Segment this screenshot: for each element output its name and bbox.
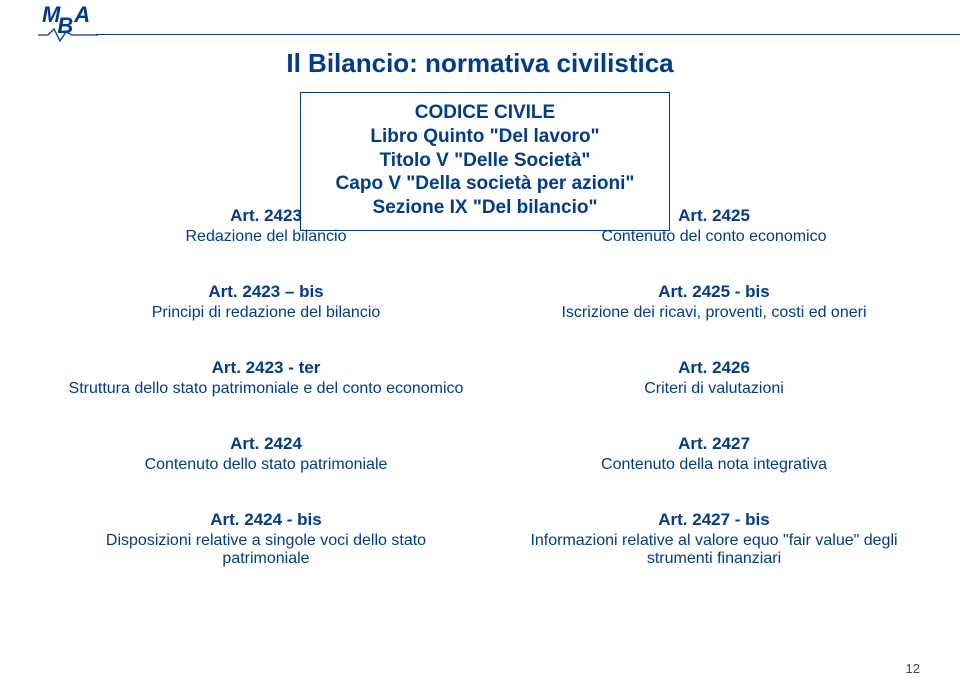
article-head: Art. 2424 - bis xyxy=(62,510,470,530)
codice-line-3: Titolo V "Delle Società" xyxy=(313,149,657,173)
page-title: Il Bilancio: normativa civilistica xyxy=(0,48,960,79)
article-sub: Struttura dello stato patrimoniale e del… xyxy=(62,380,470,398)
left-column: Art. 2423 Redazione del bilancio Art. 24… xyxy=(62,228,470,604)
right-column: Art. 2425 Contenuto del conto economico … xyxy=(510,228,918,604)
article-block: Art. 2423 – bis Principi di redazione de… xyxy=(62,282,470,322)
logo-letter-a: A xyxy=(74,2,89,27)
article-head: Art. 2424 xyxy=(62,434,470,454)
article-sub: Contenuto dello stato patrimoniale xyxy=(62,456,470,474)
article-block: Art. 2423 Redazione del bilancio xyxy=(62,206,470,246)
article-sub: Iscrizione dei ricavi, proventi, costi e… xyxy=(510,304,918,322)
articles-columns: Art. 2423 Redazione del bilancio Art. 24… xyxy=(62,228,918,604)
article-sub: Contenuto della nota integrativa xyxy=(510,456,918,474)
article-block: Art. 2425 - bis Iscrizione dei ricavi, p… xyxy=(510,282,918,322)
logo-zigzag-icon xyxy=(38,28,98,42)
article-block: Art. 2427 - bis Informazioni relative al… xyxy=(510,510,918,568)
codice-line-1: CODICE CIVILE xyxy=(313,101,657,125)
article-sub: Principi di redazione del bilancio xyxy=(62,304,470,322)
article-block: Art. 2424 - bis Disposizioni relative a … xyxy=(62,510,470,568)
article-head: Art. 2427 - bis xyxy=(510,510,918,530)
article-sub: Disposizioni relative a singole voci del… xyxy=(62,532,470,568)
article-head: Art. 2423 xyxy=(62,206,470,226)
article-head: Art. 2426 xyxy=(510,358,918,378)
article-sub: Criteri di valutazioni xyxy=(510,380,918,398)
article-block: Art. 2425 Contenuto del conto economico xyxy=(510,206,918,246)
article-block: Art. 2423 - ter Struttura dello stato pa… xyxy=(62,358,470,398)
article-head: Art. 2423 – bis xyxy=(62,282,470,302)
article-block: Art. 2426 Criteri di valutazioni xyxy=(510,358,918,398)
article-head: Art. 2427 xyxy=(510,434,918,454)
article-sub: Redazione del bilancio xyxy=(62,228,470,246)
article-sub: Informazioni relative al valore equo "fa… xyxy=(510,532,918,568)
codice-line-4: Capo V "Della società per azioni" xyxy=(313,172,657,196)
article-head: Art. 2425 xyxy=(510,206,918,226)
codice-line-2: Libro Quinto "Del lavoro" xyxy=(313,125,657,149)
header-divider xyxy=(96,34,960,35)
page-number: 12 xyxy=(906,661,920,676)
article-head: Art. 2425 - bis xyxy=(510,282,918,302)
article-block: Art. 2424 Contenuto dello stato patrimon… xyxy=(62,434,470,474)
article-block: Art. 2427 Contenuto della nota integrati… xyxy=(510,434,918,474)
article-head: Art. 2423 - ter xyxy=(62,358,470,378)
article-sub: Contenuto del conto economico xyxy=(510,228,918,246)
